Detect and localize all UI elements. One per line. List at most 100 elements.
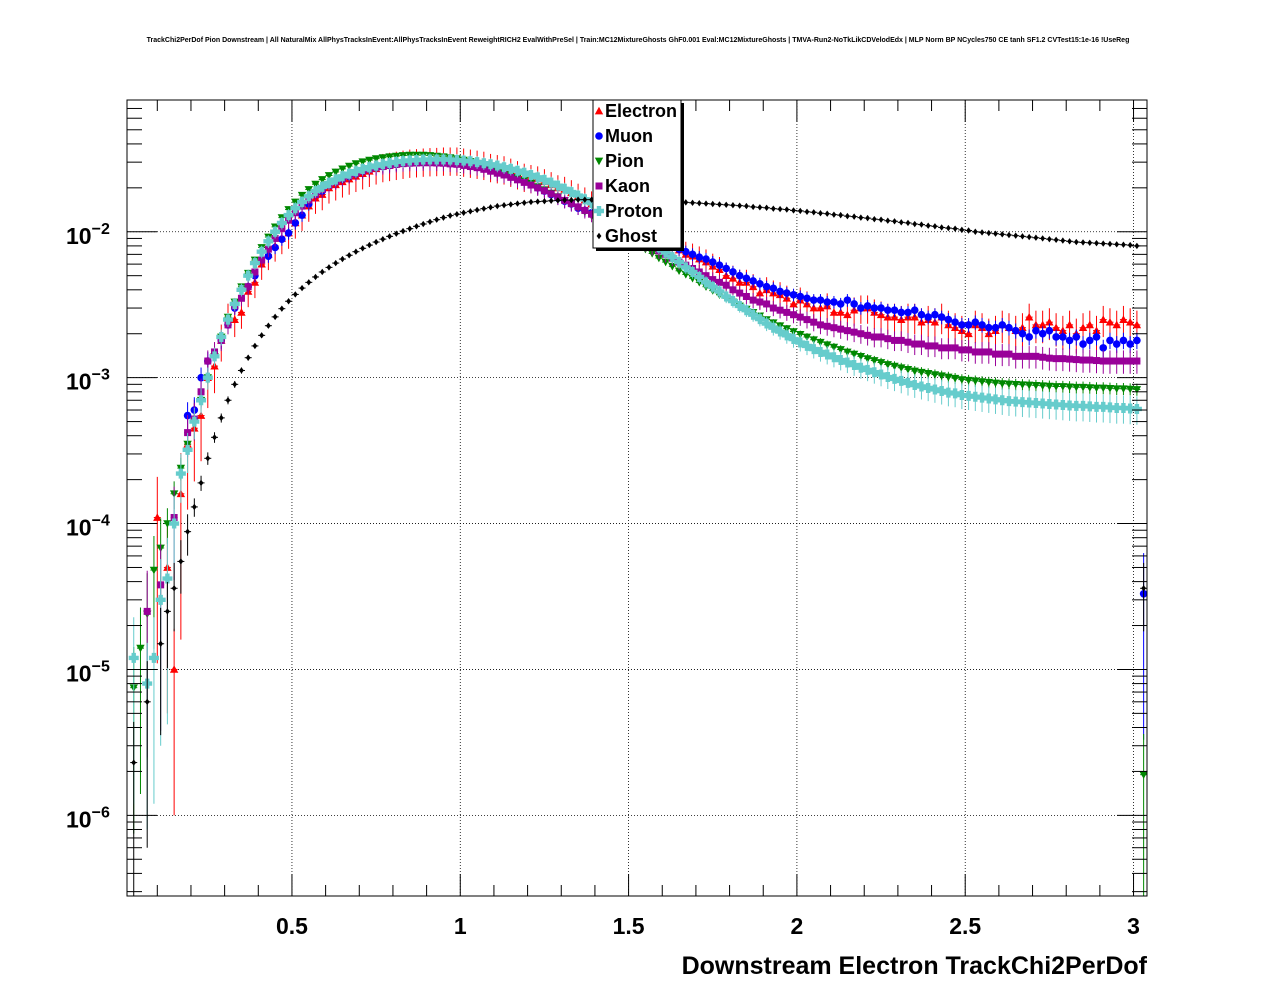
ghost-point [777,205,783,213]
ghost-point [575,196,581,203]
proton-point [398,156,409,167]
ghost-point [912,220,918,228]
electron-point [1038,320,1047,329]
ghost-point [515,200,520,207]
proton-point [323,177,334,188]
proton-point [896,375,907,386]
pion-point [1139,771,1148,779]
pion-point [802,333,812,342]
ghost-point [313,273,318,281]
proton-point [202,372,213,383]
ghost-point [824,210,830,217]
pion-point [903,365,913,374]
proton-point [128,652,139,663]
kaon-point [884,335,892,343]
muon-point [830,298,838,306]
kaon-point [715,278,723,286]
ghost-point [272,313,278,321]
proton-point [384,157,395,168]
muon-point [1079,340,1087,348]
ghost-point [340,255,345,263]
y-tick-mantissa: 10 [66,806,92,832]
proton-point [997,395,1008,406]
pion-point [930,371,940,379]
ghost-point [945,224,951,232]
kaon-point [756,298,764,306]
ghost-point [535,198,541,205]
proton-point [1131,403,1142,414]
pion-point [998,380,1007,388]
legend-marker-proton [594,206,604,216]
electron-point [1112,320,1121,329]
ghost-point [488,204,493,211]
ghost-point [818,210,823,217]
ghost-point [225,397,231,404]
muon-point [796,292,805,301]
y-tick-exponent: −2 [92,221,110,238]
ghost-point [420,220,426,228]
ghost-point [710,200,716,208]
electron-point [1024,312,1034,321]
pion-point [1004,380,1014,389]
ghost-point [993,230,998,237]
ghost-point [1114,241,1120,248]
muon-point [756,279,764,288]
electron-point [789,299,798,308]
ghost-point [838,211,844,219]
pion-point [944,373,953,382]
ghost-point [582,196,588,203]
kaon-point [816,321,824,329]
muon-point [931,310,939,319]
kaon-point [938,344,946,352]
proton-point [795,337,806,348]
ghost-point [265,322,271,329]
kaon-point [958,346,966,354]
ghost-point [1121,241,1126,248]
proton-point [1030,398,1041,409]
y-tick-label: 10−2 [66,221,110,249]
kaon-point [709,276,717,284]
kaon-point [924,342,932,350]
y-tick-mantissa: 10 [66,369,92,395]
ghost-point [373,238,379,246]
series-proton [128,153,1142,830]
proton-point [276,217,287,228]
kaon-point [1059,355,1067,363]
ghost-point [164,608,170,615]
x-axis-title: Downstream Electron TrackChi2PerDof [682,952,1148,980]
ghost-point [131,759,137,766]
kaon-point [251,268,259,276]
proton-point [155,594,166,605]
pion-point [917,368,926,377]
proton-point [573,190,584,201]
ghost-point [333,259,339,267]
proton-point [1010,396,1021,407]
muon-point [1011,326,1020,335]
ghost-point [966,227,971,234]
pion-point [977,378,987,386]
proton-point [788,334,799,345]
kaon-point [971,348,979,356]
proton-point [714,286,725,297]
proton-point [802,340,812,351]
muon-point [291,219,300,227]
pion-point [1011,380,1020,389]
ghost-point [757,204,763,211]
kaon-point [1005,350,1013,358]
proton-point [364,162,375,173]
kaon-point [1039,353,1047,361]
muon-point [769,284,778,293]
ghost-point [191,503,197,511]
pion-point [331,168,340,177]
kaon-point [978,348,986,356]
pion-point [1099,384,1108,393]
kaon-point [897,336,905,344]
electron-point [1085,320,1094,329]
kaon-point [992,350,1000,358]
muon-point [1059,333,1067,341]
series-pion [129,151,1148,896]
ghost-point [299,284,305,292]
proton-point [263,236,274,247]
ghost-point [1060,237,1066,244]
legend-label-electron: Electron [605,101,677,121]
